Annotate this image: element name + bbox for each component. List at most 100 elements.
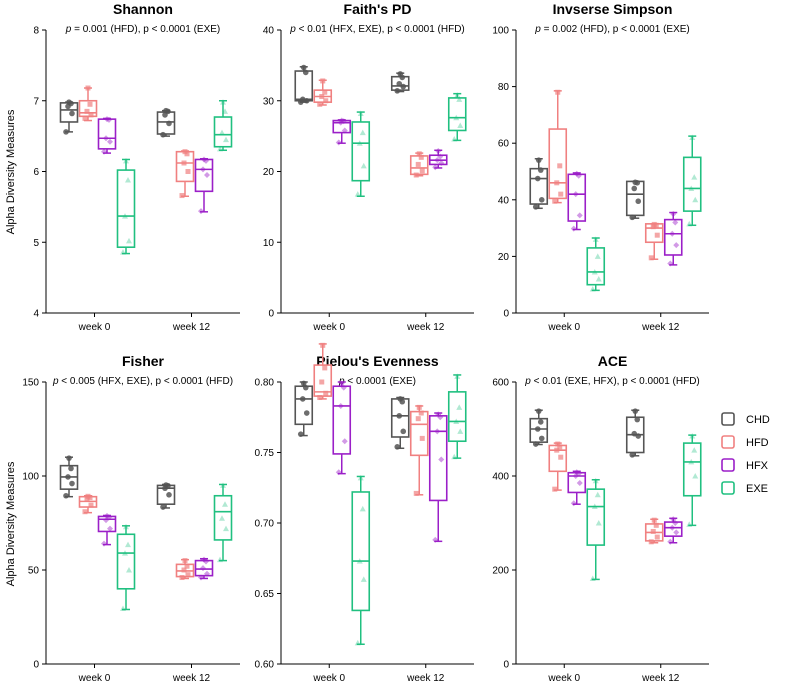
box-iqr (447, 97, 467, 132)
data-point (360, 576, 367, 582)
box-iqr (428, 415, 448, 502)
y-tick-label: 0 (33, 660, 39, 671)
box-iqr (97, 515, 117, 533)
data-point (354, 191, 361, 197)
data-point (103, 517, 109, 524)
data-point (356, 140, 363, 146)
data-point (415, 161, 421, 167)
data-point (69, 110, 75, 117)
panel-stat-text: p < 0.005 (HFX, EXE), p < 0.0001 (HFD) (52, 376, 233, 387)
data-point (555, 441, 561, 447)
data-point (576, 480, 583, 487)
panel-0: Shannon p = 0.001 (HFD), p < 0.0001 (EXE)… (33, 1, 240, 333)
data-point (456, 404, 463, 410)
data-point (163, 107, 169, 114)
data-point (104, 512, 110, 519)
y-tick-label: 0.75 (255, 448, 275, 459)
data-point (359, 129, 366, 136)
data-point (317, 101, 323, 107)
data-point (85, 493, 91, 499)
data-point (413, 172, 419, 178)
data-point (648, 255, 654, 261)
data-point (673, 529, 680, 536)
box-hfx-week-0 (332, 380, 352, 476)
data-point (203, 157, 209, 164)
stat-segment-1: = 0.001 (HFD), p < 0.0001 (EXE) (71, 24, 220, 35)
data-point (592, 236, 599, 242)
data-point (454, 373, 461, 379)
data-point (419, 168, 425, 174)
box-iqr (351, 121, 371, 182)
data-point (576, 212, 583, 219)
y-tick-label: 30 (263, 96, 275, 107)
data-point (651, 517, 657, 523)
box-exe-week-0 (586, 477, 606, 581)
data-point (359, 505, 366, 512)
data-point (534, 175, 541, 182)
y-tick-label: 5 (33, 238, 39, 249)
data-point (122, 550, 128, 556)
data-point (654, 232, 660, 238)
data-point (572, 473, 579, 479)
box-hfd-week-0 (548, 89, 568, 204)
box-chd-week-0 (294, 380, 314, 437)
data-point (413, 490, 419, 496)
box-hfd-week-12 (175, 149, 195, 199)
data-point (223, 136, 229, 143)
data-point (123, 523, 129, 530)
data-point (107, 525, 113, 532)
stat-segment-1: < 0.01 (EXE, HFX), p < 0.0001 (HFD) (531, 376, 700, 387)
panel-title: Shannon (113, 1, 173, 17)
box-exe-week-12 (447, 373, 467, 460)
x-tick-label: week 12 (641, 673, 680, 683)
data-point (160, 504, 166, 510)
legend-swatch-hfd (721, 435, 735, 449)
data-point (591, 503, 598, 510)
data-point (106, 116, 112, 123)
box-iqr (682, 442, 702, 497)
data-point (394, 444, 401, 450)
data-point (299, 396, 306, 402)
box-iqr (332, 385, 352, 455)
data-point (667, 260, 674, 267)
data-point (686, 220, 693, 227)
box-hfd-week-0 (78, 493, 98, 515)
data-point (635, 198, 642, 205)
box-chd-week-0 (59, 455, 79, 499)
data-point (667, 538, 674, 545)
data-point (201, 156, 207, 163)
data-point (651, 221, 657, 227)
panel-stat-text: p = 0.002 (HFD), p < 0.0001 (EXE) (534, 24, 690, 35)
data-point (650, 528, 656, 534)
x-tick-label: week 0 (312, 673, 345, 683)
data-point (418, 410, 424, 416)
data-point (107, 138, 113, 145)
y-axis-label-bottom: Alpha Diversity Measures (5, 461, 17, 586)
data-point (222, 501, 228, 507)
y-tick-label: 200 (492, 566, 509, 577)
box-hfx-week-12 (663, 516, 683, 545)
stat-segment-1: = 0.002 (HFD), p < 0.0001 (EXE) (541, 24, 690, 35)
data-point (122, 213, 128, 219)
legend-swatch-exe (721, 481, 735, 495)
data-point (163, 482, 169, 488)
box-hfd-week-0 (78, 85, 98, 122)
data-point (397, 71, 404, 77)
data-point (219, 515, 225, 521)
data-point (181, 160, 187, 166)
data-point (82, 509, 88, 515)
data-point (302, 69, 309, 76)
box-iqr (663, 218, 683, 256)
data-point (457, 428, 464, 434)
data-point (634, 416, 641, 423)
panel-5: ACE p < 0.01 (EXE, HFX), p < 0.0001 (HFD)… (492, 353, 709, 683)
data-point (532, 441, 539, 447)
panel-title: Faith's PD (344, 1, 412, 17)
data-point (200, 166, 206, 173)
data-point (335, 139, 342, 146)
data-point (538, 197, 545, 203)
y-tick-label: 0.70 (255, 519, 275, 530)
data-point (432, 164, 439, 171)
box-iqr (213, 494, 233, 541)
data-point (432, 536, 439, 543)
